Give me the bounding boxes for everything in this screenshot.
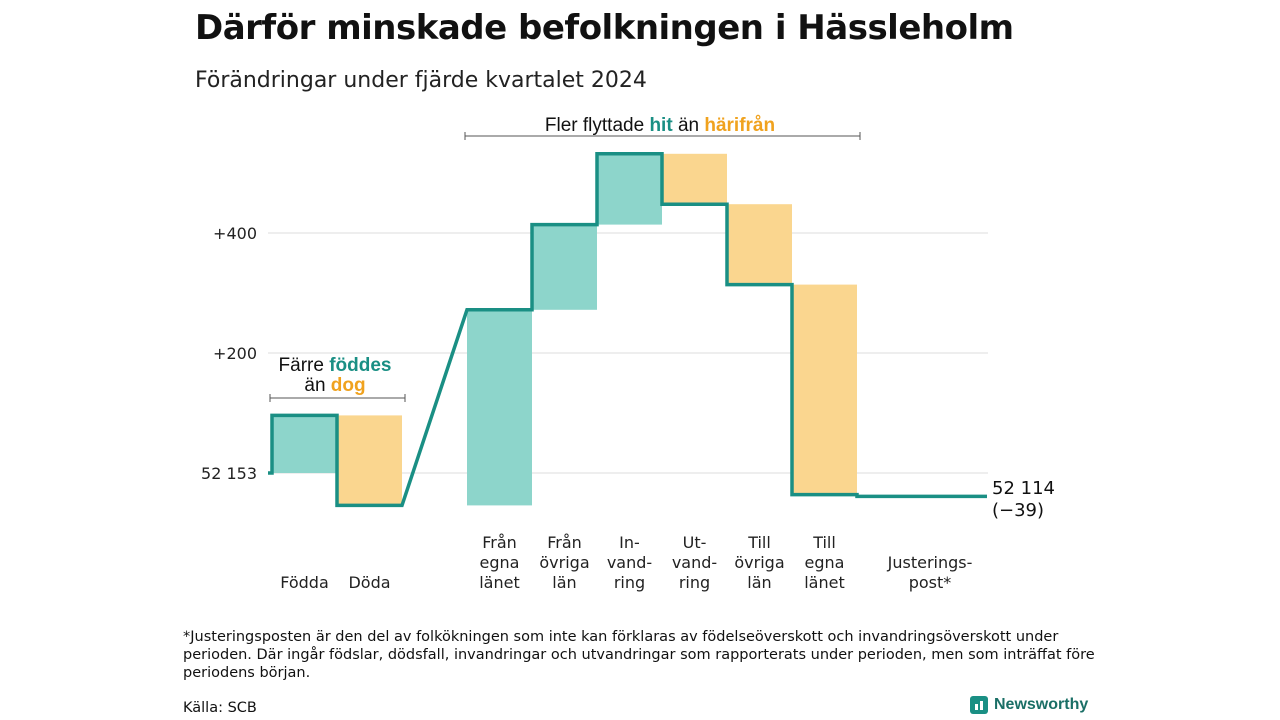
category-label: Döda [348, 573, 390, 592]
chart-subtitle: Förändringar under fjärde kvartalet 2024 [195, 68, 647, 93]
bar-chart-icon [970, 696, 988, 714]
chart-title: Därför minskade befolkningen i Hässlehol… [195, 8, 1014, 48]
cumulative-line [268, 152, 987, 508]
category-label: Födda [280, 573, 329, 592]
source-label: Källa: SCB [183, 700, 257, 716]
y-tick-label: +400 [213, 224, 257, 243]
end-value-label: 52 114 [992, 478, 1055, 499]
footnote: *Justeringsposten är den del av folkökni… [183, 629, 1095, 681]
labels: 52 153 +200 +400 Födda Döda Från egna länet Från… [201, 224, 972, 592]
category-label: Från övriga län [539, 533, 589, 592]
category-label: Från egna länet [479, 533, 520, 592]
category-label: Till övriga län [734, 533, 784, 592]
step-line [268, 152, 987, 508]
brand-name: Newsworthy [994, 696, 1089, 713]
category-label: Justerings-post* [887, 553, 973, 592]
bar-döda [337, 415, 402, 506]
top-annotation: Fler flyttade hit än härifrån [464, 115, 861, 140]
left-annotation-line2: än dog [304, 375, 365, 396]
bar-födda [272, 415, 337, 473]
left-annotation: Färre föddes än dog [269, 355, 406, 402]
waterfall-chart: 52 153 +200 +400 Födda Döda Från egna länet Från… [201, 115, 1055, 592]
bar-utvandring [662, 153, 727, 205]
bars [272, 153, 857, 506]
newsworthy-logo: Newsworthy [970, 696, 1088, 714]
y-tick-label: +200 [213, 344, 257, 363]
top-annotation-text: Fler flyttade hit än härifrån [545, 115, 775, 136]
bar-frånövrigalän [532, 224, 597, 310]
start-value-label: 52 153 [201, 464, 257, 483]
end-change-label: (−39) [992, 500, 1044, 521]
bar-tillegnalänet [792, 284, 857, 495]
category-label: In-vand-ring [607, 533, 652, 592]
category-label: Till egna länet [804, 533, 845, 592]
bar-tillövrigalän [727, 204, 792, 285]
left-annotation-line1: Färre föddes [279, 355, 392, 376]
category-label: Ut-vand-ring [672, 533, 717, 592]
bar-invandring [597, 153, 662, 225]
bar-frånegnalänet [467, 309, 532, 506]
